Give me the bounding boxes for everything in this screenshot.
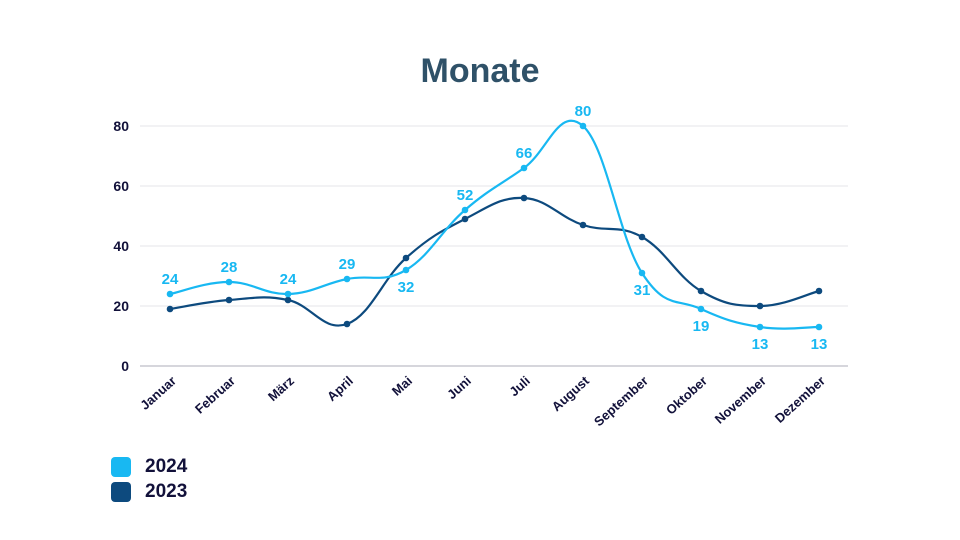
data-label: 28	[221, 259, 238, 276]
data-point[interactable]	[343, 320, 351, 328]
data-point[interactable]	[520, 194, 528, 202]
x-tick-label: Dezember	[772, 373, 828, 426]
data-label: 66	[516, 145, 533, 162]
x-tick-label: Januar	[137, 373, 179, 413]
y-tick-label: 40	[113, 238, 129, 254]
data-label: 19	[693, 318, 710, 335]
data-point[interactable]	[402, 266, 410, 274]
data-point[interactable]	[284, 290, 292, 298]
data-point[interactable]	[815, 323, 823, 331]
y-axis: 0 20 40 60 80	[113, 118, 129, 374]
grid-lines	[140, 125, 848, 367]
data-point[interactable]	[697, 305, 705, 313]
x-tick-label: November	[712, 373, 769, 427]
x-tick-label: März	[265, 373, 297, 404]
y-tick-label: 80	[113, 118, 129, 134]
x-tick-label: Juni	[444, 373, 474, 402]
data-point[interactable]	[461, 215, 469, 223]
data-point[interactable]	[225, 278, 233, 286]
data-point[interactable]	[166, 305, 174, 313]
data-label: 80	[575, 103, 592, 120]
x-axis: Januar Februar März April Mai Juni Juli August S…	[137, 373, 828, 430]
x-tick-label: Mai	[389, 373, 415, 399]
data-label: 52	[457, 187, 474, 204]
data-point[interactable]	[284, 296, 292, 304]
data-point[interactable]	[638, 269, 646, 277]
legend-swatch-icon	[111, 481, 131, 502]
data-points	[166, 122, 823, 331]
y-tick-label: 20	[113, 298, 129, 314]
data-label: 24	[280, 271, 297, 288]
data-label: 13	[811, 336, 828, 353]
data-label: 32	[398, 279, 415, 296]
series-lines	[169, 119, 820, 330]
y-tick-label: 0	[121, 358, 129, 374]
x-tick-label: Oktober	[663, 373, 710, 417]
x-tick-label: September	[591, 373, 651, 429]
data-point[interactable]	[520, 164, 528, 172]
data-point[interactable]	[166, 290, 174, 298]
legend-label: 2024	[145, 455, 188, 477]
x-tick-label: April	[324, 373, 356, 404]
data-point[interactable]	[815, 287, 823, 295]
data-point[interactable]	[756, 302, 764, 310]
chart-title: Monate	[420, 52, 540, 90]
legend: 2024 2023	[111, 454, 187, 504]
data-point[interactable]	[225, 296, 233, 304]
data-point[interactable]	[402, 254, 410, 262]
y-tick-label: 60	[113, 178, 129, 194]
data-point[interactable]	[697, 287, 705, 295]
data-point[interactable]	[461, 206, 469, 214]
data-label: 29	[339, 256, 356, 273]
legend-label: 2023	[145, 480, 188, 502]
data-point[interactable]	[579, 221, 587, 229]
data-labels: 24 28 24 29 32 52 66 80 31 19 13 13	[162, 103, 828, 353]
legend-item-2024[interactable]: 2024	[111, 454, 187, 479]
data-point[interactable]	[343, 275, 351, 283]
x-tick-label: Juli	[506, 373, 533, 399]
data-label: 24	[162, 271, 179, 288]
x-tick-label: August	[549, 373, 593, 415]
legend-item-2023[interactable]: 2023	[111, 479, 187, 504]
data-label: 13	[752, 336, 769, 353]
x-tick-label: Februar	[192, 373, 238, 417]
legend-swatch-icon	[111, 456, 131, 477]
data-point[interactable]	[756, 323, 764, 331]
data-point[interactable]	[638, 233, 646, 241]
data-label: 31	[634, 282, 651, 299]
data-point[interactable]	[579, 122, 587, 130]
